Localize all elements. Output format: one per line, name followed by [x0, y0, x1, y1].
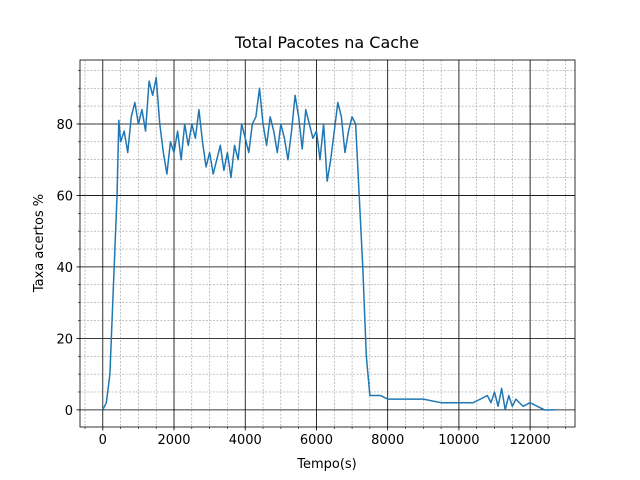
x-tick-label: 2000 — [157, 433, 190, 448]
x-axis-label: Tempo(s) — [296, 457, 357, 472]
x-tick-label: 6000 — [300, 433, 333, 448]
y-tick-label: 40 — [56, 261, 73, 276]
y-tick-label: 0 — [65, 404, 73, 419]
data-line — [102, 76, 556, 411]
plot-frame — [79, 59, 576, 428]
y-tick-label: 60 — [56, 189, 73, 204]
x-tick-label: 4000 — [229, 433, 262, 448]
y-tick-label: 20 — [56, 332, 73, 347]
x-tick-label: 0 — [99, 433, 107, 448]
y-axis-label: Taxa acertos % — [32, 194, 47, 293]
x-tick-label: 12000 — [509, 433, 550, 448]
y-tick-label: 80 — [56, 118, 73, 133]
chart-title: Total Pacotes na Cache — [234, 33, 419, 52]
x-tick-label: 8000 — [371, 433, 404, 448]
x-tick-label: 10000 — [438, 433, 479, 448]
